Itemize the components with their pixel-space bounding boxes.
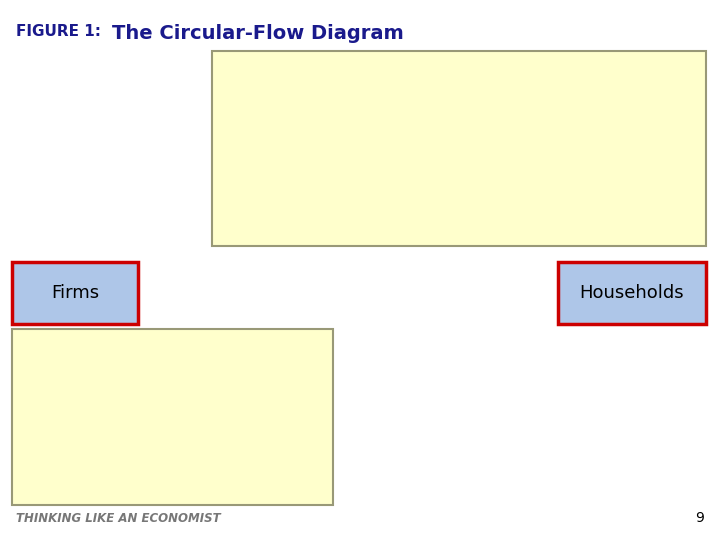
- Text: Households: Households: [580, 284, 684, 302]
- Text: 9: 9: [696, 511, 704, 525]
- FancyBboxPatch shape: [212, 51, 706, 246]
- Text: The Circular-Flow Diagram: The Circular-Flow Diagram: [112, 24, 403, 43]
- FancyBboxPatch shape: [558, 262, 706, 324]
- Text: THINKING LIKE AN ECONOMIST: THINKING LIKE AN ECONOMIST: [16, 512, 220, 525]
- Text: Firms: Firms: [51, 284, 99, 302]
- FancyBboxPatch shape: [12, 329, 333, 505]
- FancyBboxPatch shape: [12, 262, 138, 324]
- Text: FIGURE 1:: FIGURE 1:: [16, 24, 101, 39]
